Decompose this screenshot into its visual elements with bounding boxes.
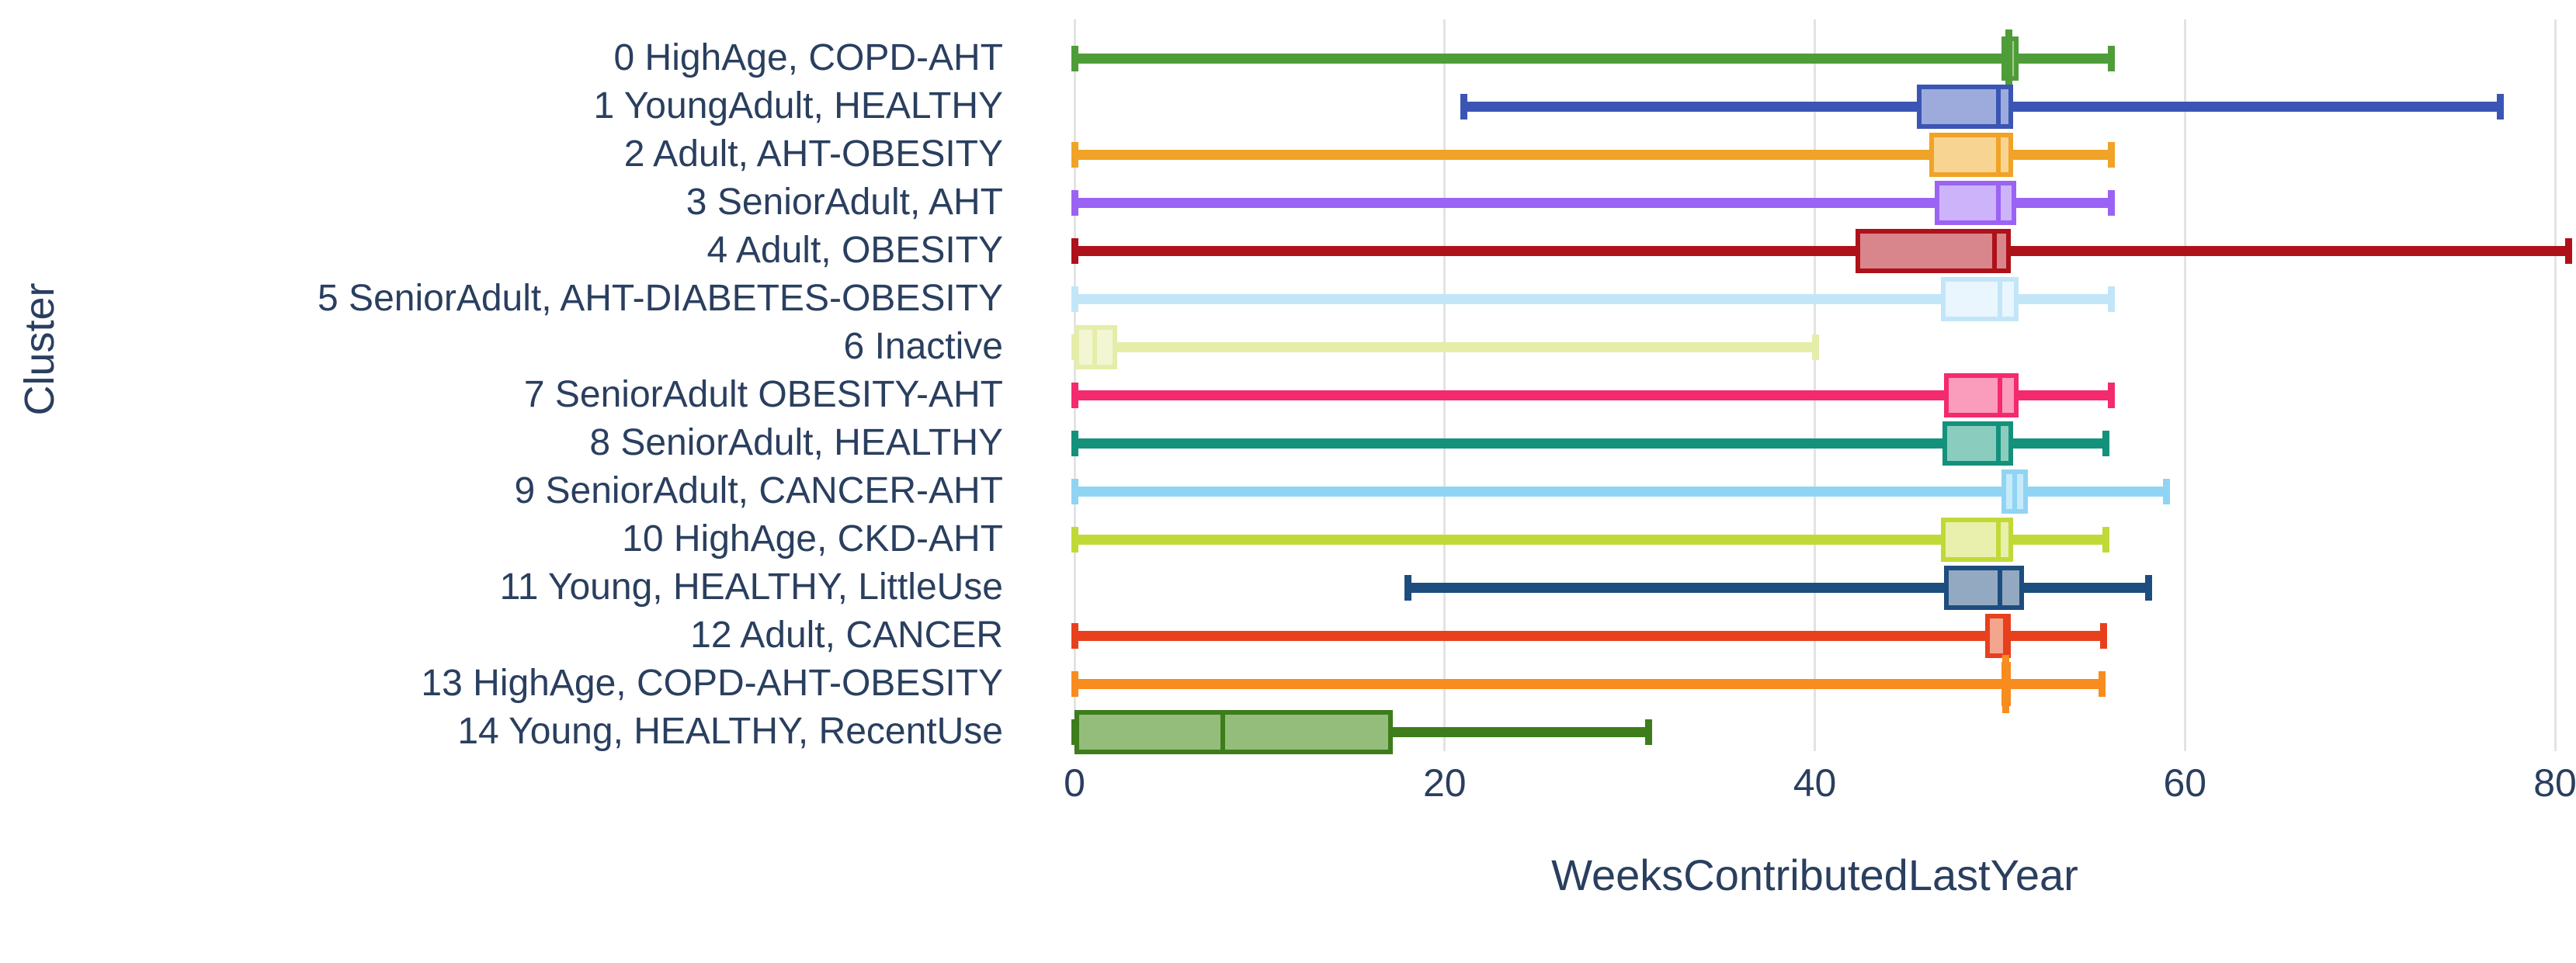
box-median-line bbox=[1220, 710, 1225, 754]
x-tick-label: 60 bbox=[2163, 761, 2207, 805]
x-tick-label: 20 bbox=[1422, 761, 1467, 805]
whisker-cap bbox=[1460, 94, 1467, 120]
whisker-cap bbox=[1071, 238, 1078, 264]
box-median-line bbox=[1997, 373, 2002, 417]
whisker-cap bbox=[2564, 238, 2572, 264]
box-whisker bbox=[1074, 150, 2111, 160]
category-label: 11 Young, HEALTHY, LittleUse bbox=[499, 566, 1003, 608]
whisker-cap bbox=[1071, 479, 1078, 504]
whisker-cap bbox=[2099, 671, 2106, 697]
box-median-line bbox=[1995, 181, 2001, 225]
box-iqr bbox=[1074, 710, 1393, 754]
box-iqr bbox=[1944, 373, 2019, 417]
whisker-cap bbox=[2100, 623, 2108, 649]
whisker-cap bbox=[1071, 190, 1078, 216]
box-whisker bbox=[1074, 246, 2568, 256]
category-label: 6 Inactive bbox=[843, 326, 1003, 367]
box-whisker bbox=[1074, 342, 1815, 352]
whisker-cap bbox=[2496, 94, 2504, 120]
category-label: 12 Adult, CANCER bbox=[690, 615, 1003, 656]
whisker-cap bbox=[1644, 719, 1652, 745]
category-label: 14 Young, HEALTHY, RecentUse bbox=[457, 711, 1003, 752]
category-label: 9 SeniorAdult, CANCER-AHT bbox=[514, 470, 1003, 511]
box-median-line bbox=[1997, 566, 2002, 610]
box-whisker bbox=[1074, 294, 2111, 304]
category-label: 3 SeniorAdult, AHT bbox=[686, 182, 1003, 223]
whisker-cap bbox=[2107, 142, 2115, 168]
box-whisker bbox=[1074, 438, 2106, 449]
x-tick-label: 40 bbox=[1793, 761, 1837, 805]
box-median-line bbox=[2003, 614, 2008, 658]
category-label: 7 SeniorAdult OBESITY-AHT bbox=[523, 374, 1003, 415]
whisker-cap bbox=[1071, 671, 1078, 697]
box-median-line bbox=[1995, 421, 2001, 466]
whisker-cap bbox=[2107, 190, 2115, 216]
box-median-line bbox=[1997, 277, 2002, 321]
box-whisker bbox=[1074, 487, 2167, 497]
gridline bbox=[2183, 19, 2186, 751]
category-label: 13 HighAge, COPD-AHT-OBESITY bbox=[421, 663, 1003, 704]
x-axis-title: WeeksContributedLastYear bbox=[1551, 850, 2078, 899]
whisker-cap bbox=[1404, 575, 1412, 601]
box-iqr bbox=[1935, 181, 2017, 225]
box-whisker bbox=[1074, 54, 2111, 64]
box-median-line bbox=[2001, 655, 2009, 713]
whisker-cap bbox=[2107, 46, 2115, 71]
whisker-cap bbox=[1071, 527, 1078, 553]
whisker-cap bbox=[1071, 431, 1078, 456]
x-tick-label: 80 bbox=[2533, 761, 2576, 805]
box-median-line bbox=[1995, 133, 2001, 177]
category-label: 8 SeniorAdult, HEALTHY bbox=[589, 422, 1003, 463]
box-median-line bbox=[1991, 229, 1997, 273]
whisker-cap bbox=[2107, 383, 2115, 408]
category-label: 5 SeniorAdult, AHT-DIABETES-OBESITY bbox=[318, 278, 1003, 319]
box-iqr bbox=[1940, 277, 2019, 321]
whisker-cap bbox=[2107, 286, 2115, 312]
category-label: 0 HighAge, COPD-AHT bbox=[613, 37, 1004, 78]
gridline bbox=[1443, 19, 1446, 751]
box-median-line bbox=[1092, 325, 1098, 369]
box-whisker bbox=[1074, 390, 2111, 400]
box-whisker bbox=[1074, 535, 2106, 545]
whisker-cap bbox=[1071, 383, 1078, 408]
whisker-cap bbox=[1071, 142, 1078, 168]
box-iqr bbox=[1942, 421, 2013, 466]
box-iqr bbox=[1944, 566, 2024, 610]
box-median-line bbox=[2005, 29, 2013, 88]
category-label: 1 YoungAdult, HEALTHY bbox=[593, 85, 1003, 126]
whisker-cap bbox=[1071, 286, 1078, 312]
box-median-line bbox=[1995, 85, 2001, 129]
whisker-cap bbox=[1071, 623, 1078, 649]
category-label: 2 Adult, AHT-OBESITY bbox=[623, 133, 1003, 175]
box-median-line bbox=[2012, 469, 2017, 514]
box-whisker bbox=[1074, 679, 2102, 689]
whisker-cap bbox=[2163, 479, 2171, 504]
whisker-cap bbox=[2102, 431, 2109, 456]
x-tick-label: 0 bbox=[1064, 761, 1085, 805]
box-median-line bbox=[1995, 518, 2001, 562]
category-label: 10 HighAge, CKD-AHT bbox=[622, 518, 1003, 559]
gridline bbox=[1814, 19, 1817, 751]
box-whisker bbox=[1074, 198, 2111, 208]
gridline bbox=[2553, 19, 2557, 751]
whisker-cap bbox=[1811, 334, 1819, 360]
box-whisker bbox=[1074, 631, 2104, 641]
whisker-cap bbox=[2144, 575, 2152, 601]
category-label: 4 Adult, OBESITY bbox=[706, 230, 1003, 271]
whisker-cap bbox=[2102, 527, 2109, 553]
box-iqr bbox=[1855, 229, 2012, 273]
box-iqr bbox=[1940, 518, 2013, 562]
whisker-cap bbox=[1071, 46, 1078, 71]
y-axis-title: Cluster bbox=[16, 282, 63, 416]
